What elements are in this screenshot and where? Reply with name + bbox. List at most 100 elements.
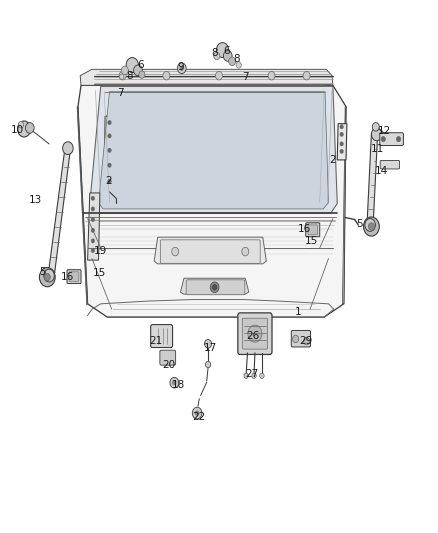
Circle shape — [212, 285, 217, 290]
Circle shape — [340, 149, 343, 154]
Polygon shape — [154, 237, 266, 264]
Circle shape — [223, 51, 232, 61]
Text: 1: 1 — [294, 307, 301, 317]
FancyBboxPatch shape — [67, 270, 81, 284]
Polygon shape — [343, 107, 346, 304]
Circle shape — [372, 123, 379, 131]
Text: 7: 7 — [117, 88, 124, 98]
Text: 5: 5 — [39, 267, 46, 277]
Circle shape — [39, 268, 55, 287]
Circle shape — [121, 66, 128, 75]
Circle shape — [119, 71, 126, 80]
Circle shape — [108, 148, 111, 152]
Circle shape — [108, 179, 111, 183]
Circle shape — [163, 71, 170, 80]
Circle shape — [173, 381, 176, 385]
FancyBboxPatch shape — [69, 272, 79, 281]
Circle shape — [134, 65, 142, 76]
Circle shape — [108, 120, 111, 125]
Text: 27: 27 — [245, 369, 258, 379]
Text: 18: 18 — [172, 380, 185, 390]
Polygon shape — [180, 278, 249, 294]
Circle shape — [91, 207, 95, 211]
Circle shape — [170, 377, 179, 388]
Circle shape — [91, 217, 95, 222]
FancyBboxPatch shape — [291, 330, 311, 347]
Text: 29: 29 — [299, 336, 312, 346]
Circle shape — [18, 121, 31, 137]
Circle shape — [381, 136, 385, 142]
Circle shape — [18, 122, 24, 128]
Circle shape — [229, 57, 236, 66]
Circle shape — [340, 142, 343, 146]
Circle shape — [236, 62, 241, 68]
Circle shape — [365, 219, 375, 231]
Polygon shape — [99, 92, 328, 209]
Circle shape — [252, 373, 256, 378]
Circle shape — [91, 228, 95, 232]
Circle shape — [364, 217, 379, 236]
Text: 8: 8 — [126, 71, 133, 80]
Polygon shape — [337, 124, 347, 160]
Circle shape — [340, 125, 343, 129]
Circle shape — [195, 411, 199, 415]
Text: 11: 11 — [371, 144, 384, 154]
Circle shape — [91, 248, 95, 253]
FancyBboxPatch shape — [160, 240, 260, 263]
Text: 22: 22 — [193, 412, 206, 422]
Polygon shape — [88, 193, 100, 260]
FancyBboxPatch shape — [160, 350, 176, 365]
Circle shape — [216, 43, 229, 58]
Text: 8: 8 — [211, 49, 218, 58]
Polygon shape — [90, 86, 337, 213]
Polygon shape — [367, 133, 378, 224]
Circle shape — [91, 239, 95, 243]
Text: 26: 26 — [247, 331, 260, 341]
FancyBboxPatch shape — [308, 225, 318, 235]
FancyBboxPatch shape — [380, 133, 403, 146]
Circle shape — [340, 132, 343, 136]
Circle shape — [244, 373, 248, 378]
Polygon shape — [78, 85, 346, 317]
Text: 12: 12 — [378, 126, 391, 135]
Polygon shape — [77, 107, 88, 305]
Circle shape — [139, 71, 145, 78]
Polygon shape — [48, 149, 70, 274]
FancyBboxPatch shape — [306, 223, 320, 237]
Circle shape — [268, 71, 275, 80]
Circle shape — [25, 123, 34, 133]
Text: 16: 16 — [61, 272, 74, 282]
Text: 17: 17 — [204, 343, 217, 352]
Text: 2: 2 — [105, 176, 112, 186]
FancyBboxPatch shape — [380, 160, 399, 169]
Circle shape — [126, 58, 138, 72]
Text: 2: 2 — [329, 155, 336, 165]
Text: 6: 6 — [223, 46, 230, 55]
Circle shape — [205, 340, 212, 348]
Text: 13: 13 — [29, 195, 42, 205]
Circle shape — [368, 223, 374, 230]
Circle shape — [177, 63, 186, 74]
Text: 7: 7 — [242, 72, 249, 82]
FancyBboxPatch shape — [242, 318, 268, 349]
Text: 14: 14 — [374, 166, 388, 175]
Circle shape — [210, 282, 219, 293]
Circle shape — [180, 66, 184, 70]
Circle shape — [242, 247, 249, 256]
Circle shape — [215, 71, 223, 80]
Circle shape — [205, 361, 211, 368]
Text: 19: 19 — [94, 246, 107, 255]
Circle shape — [120, 74, 124, 79]
Circle shape — [44, 269, 54, 282]
Circle shape — [172, 247, 179, 256]
Circle shape — [303, 71, 310, 80]
FancyBboxPatch shape — [151, 325, 173, 348]
Text: 15: 15 — [93, 268, 106, 278]
FancyBboxPatch shape — [186, 280, 245, 295]
Circle shape — [260, 373, 264, 378]
Text: 10: 10 — [11, 125, 24, 135]
Text: 16: 16 — [298, 224, 311, 234]
FancyBboxPatch shape — [238, 313, 272, 354]
Circle shape — [214, 52, 220, 60]
Circle shape — [371, 128, 382, 141]
